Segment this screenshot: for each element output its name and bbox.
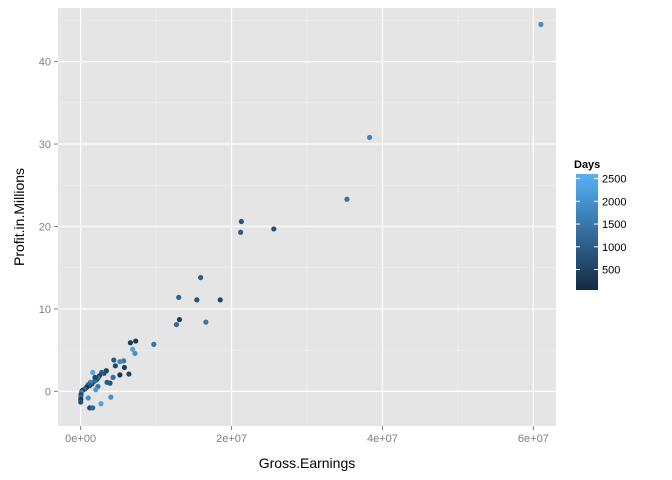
data-point	[90, 369, 96, 376]
data-point	[98, 401, 104, 407]
y-tick-label: 40	[39, 57, 51, 69]
data-point	[130, 346, 136, 352]
data-point	[132, 350, 138, 357]
y-tick-label: 20	[39, 221, 51, 233]
x-tick-label: 6e+07	[518, 433, 549, 445]
data-point	[344, 196, 350, 202]
data-point	[538, 21, 544, 28]
x-axis-title: Gross.Earnings	[259, 455, 355, 471]
data-point	[111, 357, 117, 363]
data-point	[78, 399, 84, 405]
data-point	[117, 359, 123, 365]
data-point	[85, 395, 91, 401]
y-tick-label: 10	[39, 304, 51, 316]
x-tick-label: 2e+07	[216, 433, 247, 445]
legend-tick-label: 2000	[602, 196, 626, 208]
data-point	[117, 372, 123, 378]
data-point	[93, 387, 99, 393]
data-point	[90, 405, 96, 411]
data-point	[217, 297, 223, 303]
data-point	[121, 364, 127, 371]
x-tick-label: 4e+07	[367, 433, 398, 445]
x-tick-label: 0e+00	[65, 433, 96, 445]
data-point	[104, 379, 110, 385]
data-point	[173, 321, 180, 328]
y-axis: 0 10 20 30 40	[39, 57, 58, 398]
data-point	[271, 226, 277, 232]
data-point	[238, 229, 244, 235]
data-point	[112, 363, 118, 369]
data-point	[176, 317, 183, 323]
data-point	[367, 134, 373, 141]
legend-ticks: 500 1000 1500 2000 2500	[576, 174, 626, 277]
y-axis-title: Profit.in.Millions	[11, 168, 27, 266]
y-tick-label: 30	[39, 139, 51, 151]
legend-tick-label: 1000	[602, 242, 626, 254]
data-point	[108, 394, 114, 400]
legend-tick-label: 2500	[602, 174, 626, 186]
data-point	[238, 218, 244, 225]
major-gridlines	[58, 8, 556, 426]
minor-gridlines	[58, 8, 556, 426]
data-point	[198, 274, 204, 281]
data-point	[176, 294, 182, 300]
color-legend: Days 500 1000 1500 2000 2500	[574, 159, 626, 290]
data-point	[151, 341, 157, 347]
legend-tick-label: 500	[602, 265, 620, 277]
x-axis: 0e+00 2e+07 4e+07 6e+07	[65, 426, 549, 445]
data-points	[78, 21, 544, 411]
data-point	[126, 371, 132, 377]
legend-tick-label: 1500	[602, 219, 626, 231]
data-point	[133, 338, 139, 344]
data-point	[203, 319, 209, 325]
data-point	[110, 374, 116, 380]
data-point	[194, 297, 200, 303]
legend-title: Days	[574, 159, 600, 171]
data-point	[92, 374, 98, 380]
legend-colorbar	[576, 174, 598, 290]
data-point	[127, 340, 134, 346]
y-tick-label: 0	[45, 386, 51, 398]
